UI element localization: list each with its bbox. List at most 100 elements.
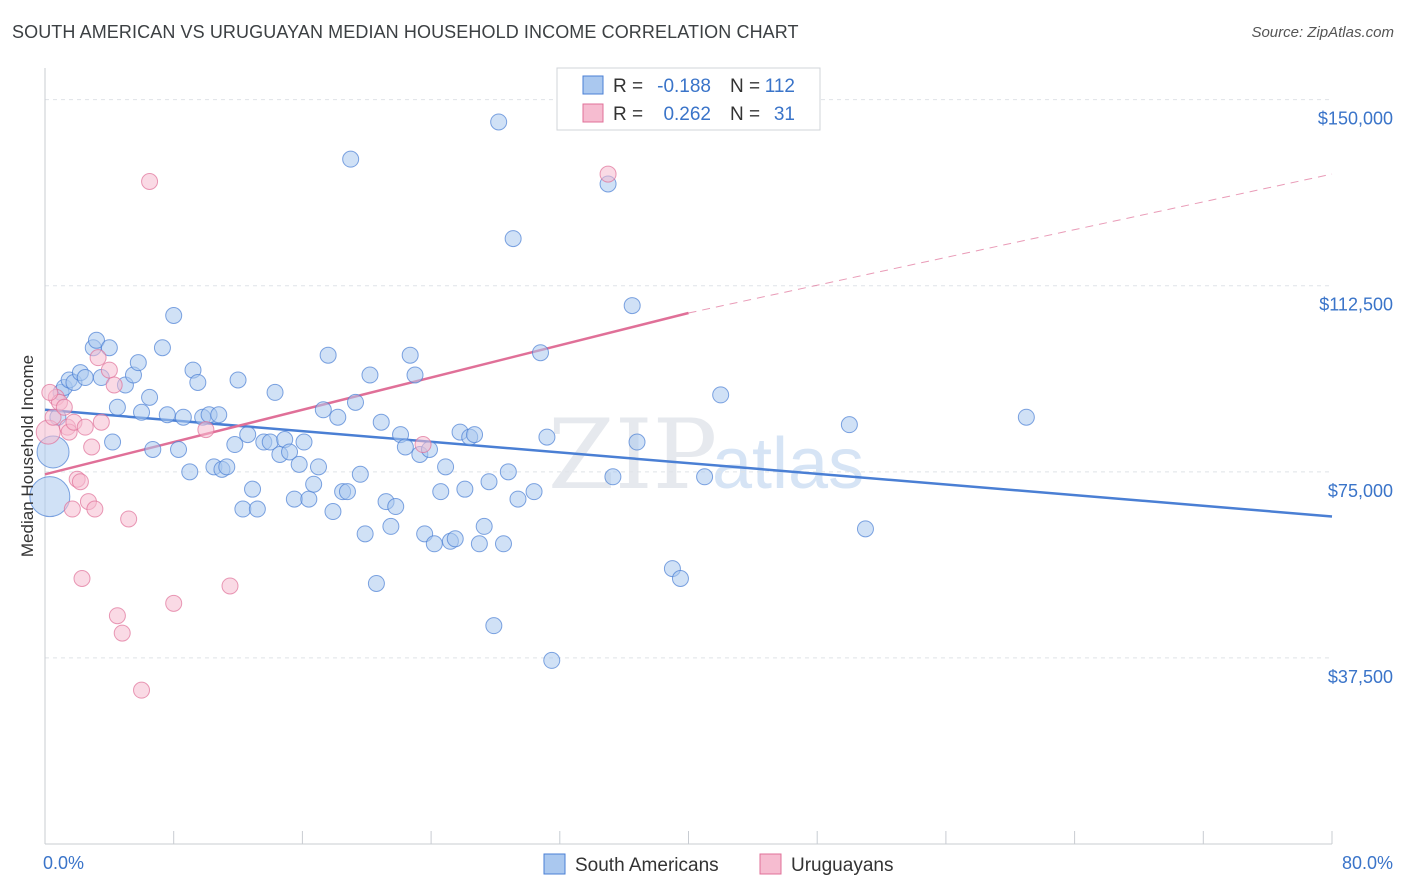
watermark-zip: ZIP bbox=[548, 399, 717, 511]
point-uruguayans bbox=[599, 165, 617, 183]
point-south-americans bbox=[324, 503, 342, 521]
point-uruguayans bbox=[83, 438, 101, 456]
point-south-americans bbox=[543, 651, 561, 669]
x-tick-label-max: 80.0% bbox=[1342, 853, 1393, 873]
point-south-americans bbox=[189, 373, 207, 391]
point-south-americans bbox=[309, 458, 327, 476]
point-south-americans bbox=[281, 443, 299, 461]
point-south-americans bbox=[76, 369, 94, 387]
point-uruguayans bbox=[73, 570, 91, 588]
y-tick-label: $112,500 bbox=[1319, 295, 1393, 315]
point-south-americans bbox=[456, 480, 474, 498]
point-south-americans bbox=[372, 413, 390, 431]
point-south-americans bbox=[499, 463, 517, 481]
point-south-americans bbox=[153, 339, 171, 357]
point-south-americans bbox=[671, 570, 689, 588]
watermark-atlas: atlas bbox=[712, 424, 864, 504]
point-south-americans bbox=[129, 354, 147, 372]
point-south-americans bbox=[342, 150, 360, 168]
point-south-americans bbox=[165, 306, 183, 324]
point-south-americans bbox=[305, 475, 323, 493]
point-south-americans bbox=[696, 468, 714, 486]
point-south-americans bbox=[604, 468, 622, 486]
point-south-americans bbox=[628, 433, 646, 451]
point-south-americans bbox=[494, 535, 512, 553]
legend-n-label-0: N = bbox=[730, 76, 760, 97]
point-south-americans bbox=[351, 465, 369, 483]
point-south-americans bbox=[100, 339, 118, 357]
point-south-americans bbox=[504, 230, 522, 248]
point-uruguayans bbox=[165, 594, 183, 612]
legend-n-value-0: 112 bbox=[765, 76, 795, 97]
point-south-americans bbox=[244, 480, 262, 498]
point-south-americans bbox=[470, 535, 488, 553]
point-uruguayans bbox=[120, 510, 138, 528]
point-uruguayans bbox=[41, 383, 59, 401]
point-uruguayans bbox=[63, 500, 81, 518]
point-uruguayans bbox=[221, 577, 239, 595]
point-south-americans bbox=[170, 440, 188, 458]
point-south-americans bbox=[210, 406, 228, 424]
point-uruguayans bbox=[100, 361, 118, 379]
point-south-americans bbox=[425, 535, 443, 553]
point-south-americans bbox=[480, 473, 498, 491]
x-tick-label-min: 0.0% bbox=[43, 853, 84, 873]
point-south-americans bbox=[346, 393, 364, 411]
data-points bbox=[29, 113, 1035, 699]
point-south-americans bbox=[108, 398, 126, 416]
point-uruguayans bbox=[113, 624, 131, 642]
point-south-americans bbox=[382, 517, 400, 535]
point-south-americans bbox=[181, 463, 199, 481]
point-south-americans bbox=[712, 386, 730, 404]
point-south-americans bbox=[300, 490, 318, 508]
legend-swatch-uruguayans bbox=[582, 103, 604, 123]
legend-r-label-0: R = bbox=[613, 76, 643, 97]
point-south-americans bbox=[840, 416, 858, 434]
y-tick-label: $37,500 bbox=[1328, 667, 1393, 687]
point-south-americans bbox=[856, 520, 874, 538]
legend-n-label-1: N = bbox=[730, 104, 760, 125]
point-south-americans bbox=[104, 433, 122, 451]
point-south-americans bbox=[623, 297, 641, 315]
point-south-americans bbox=[401, 346, 419, 364]
trendline-uruguayans-extension bbox=[688, 173, 1333, 314]
point-south-americans bbox=[329, 408, 347, 426]
point-south-americans bbox=[361, 366, 379, 384]
point-south-americans bbox=[239, 426, 257, 444]
point-south-americans bbox=[466, 426, 484, 444]
point-south-americans bbox=[446, 530, 464, 548]
bottom-legend-swatch-south-americans bbox=[543, 853, 566, 875]
point-uruguayans bbox=[71, 473, 89, 491]
point-south-americans bbox=[525, 483, 543, 501]
legend-r-value-1: 0.262 bbox=[663, 104, 711, 125]
point-south-americans bbox=[226, 436, 244, 454]
point-uruguayans bbox=[141, 173, 159, 191]
point-south-americans bbox=[141, 388, 159, 406]
y-axis-title: Median Household Income bbox=[18, 355, 37, 557]
series-legend: South Americans Uruguayans bbox=[543, 853, 893, 876]
point-south-americans bbox=[248, 500, 266, 518]
correlation-legend: R = -0.188 N = 112 R = 0.262 N = 31 bbox=[556, 67, 821, 131]
legend-n-value-1: 31 bbox=[774, 104, 795, 125]
point-south-americans bbox=[490, 113, 508, 131]
point-uruguayans bbox=[44, 408, 62, 426]
point-uruguayans bbox=[92, 413, 110, 431]
point-south-americans bbox=[266, 383, 284, 401]
point-south-americans bbox=[218, 458, 236, 476]
point-south-americans bbox=[290, 455, 308, 473]
point-south-americans bbox=[475, 517, 493, 535]
point-south-americans bbox=[158, 406, 176, 424]
y-tick-label: $150,000 bbox=[1318, 109, 1393, 129]
point-uruguayans bbox=[414, 436, 432, 454]
point-south-americans bbox=[174, 408, 192, 426]
point-south-americans bbox=[387, 498, 405, 516]
point-uruguayans bbox=[133, 681, 151, 699]
point-south-americans bbox=[437, 458, 455, 476]
point-south-americans bbox=[319, 346, 337, 364]
point-uruguayans bbox=[86, 500, 104, 518]
point-uruguayans bbox=[105, 376, 123, 394]
point-south-americans bbox=[485, 617, 503, 635]
point-south-americans bbox=[367, 574, 385, 592]
point-south-americans bbox=[144, 440, 162, 458]
